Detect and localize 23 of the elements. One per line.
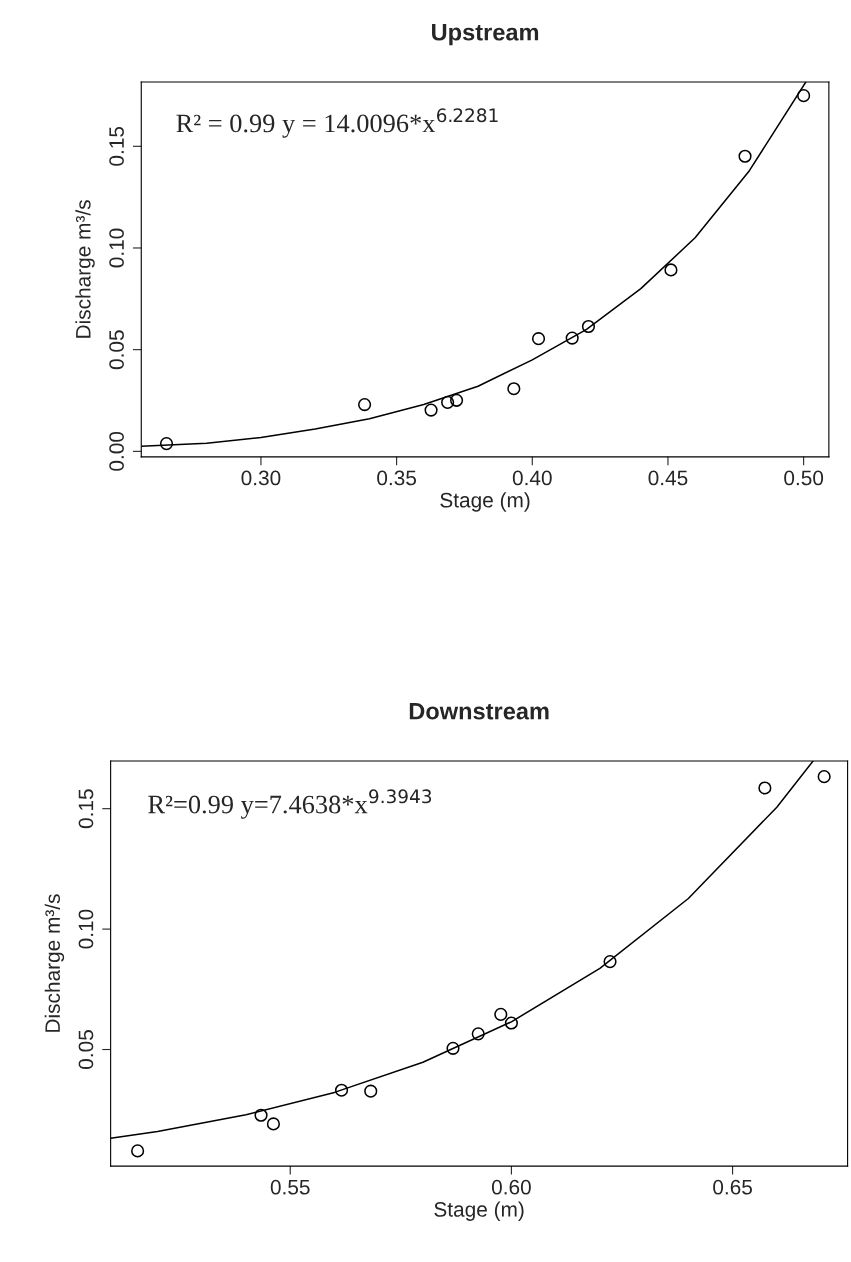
y-axis-title: Discharge m³/s <box>44 894 65 1032</box>
x-axis-title: Stage (m) <box>434 1201 524 1221</box>
annotation: R² = 0.99 y = 14.0096*x$^{6.2281}$ <box>176 108 498 138</box>
x-tick-label: 0.65 <box>713 1179 752 1195</box>
y-tick-label: 0.15 <box>78 789 94 829</box>
y-tick-label: 0.10 <box>109 228 124 268</box>
y-tick-label: 0.10 <box>78 909 94 949</box>
x-tick-label: 0.50 <box>784 470 824 486</box>
y-tick-label: 0.00 <box>109 431 124 471</box>
chart-title: Upstream <box>432 24 539 46</box>
x-tick-label: 0.55 <box>270 1179 310 1195</box>
y-axis-title: Discharge m³/s <box>75 200 95 338</box>
x-tick-label: 0.60 <box>491 1179 531 1195</box>
x-axis-title: Stage (m) <box>440 492 530 512</box>
x-tick-label: 0.45 <box>648 470 688 486</box>
x-tick-label: 0.40 <box>512 470 552 486</box>
chart-title: Downstream <box>409 703 549 720</box>
y-tick-label: 0.05 <box>109 330 124 370</box>
y-tick-label: 0.15 <box>109 126 124 166</box>
x-tick-label: 0.35 <box>377 470 417 486</box>
annotation: R²=0.99 y=7.4638*x$^{9.3943}$ <box>148 789 432 819</box>
y-tick-label: 0.05 <box>78 1030 94 1069</box>
x-tick-label: 0.30 <box>241 470 281 486</box>
